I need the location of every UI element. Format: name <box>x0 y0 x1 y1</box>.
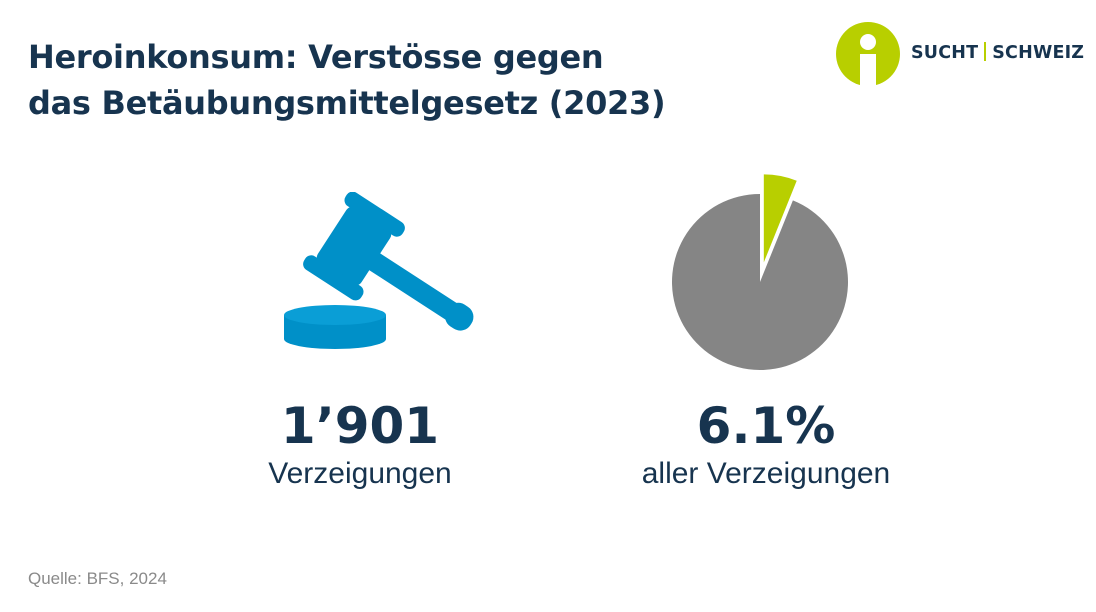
pie-slice-2 <box>672 194 848 370</box>
sucht-schweiz-logo: SUCHT SCHWEIZ <box>836 22 1086 88</box>
pie-chart-icon <box>672 174 848 370</box>
pie-slice-1 <box>763 174 797 263</box>
gavel-handle-grip <box>444 302 474 331</box>
logo-wordmark: SUCHT SCHWEIZ <box>911 41 1084 65</box>
stat-value-share: 6.1% <box>696 397 836 455</box>
gavel-icon <box>284 192 474 349</box>
gavel-head-cap-bottom <box>303 255 364 301</box>
title-line-1: Heroinkonsum: Verstösse gegen <box>28 38 604 76</box>
person-circle-logo-icon <box>836 22 900 86</box>
gavel-block-bottom <box>284 329 386 349</box>
gavel-block-top <box>284 305 386 325</box>
gavel-handle <box>365 252 463 323</box>
stat-value-complaints: 1’901 <box>280 397 440 455</box>
stat-label-share: aller Verzeigungen <box>641 457 891 490</box>
logo-text-right: SCHWEIZ <box>992 43 1085 63</box>
title-line-2: das Betäubungsmittelgesetz (2023) <box>28 84 666 122</box>
page-title: Heroinkonsum: Verstösse gegen das Betäub… <box>28 34 788 126</box>
stat-label-complaints: Verzeigungen <box>268 457 452 490</box>
gavel-head-cap-top <box>344 192 405 237</box>
logo-divider <box>984 42 987 61</box>
source-note: Quelle: BFS, 2024 <box>28 569 167 588</box>
gavel-head <box>316 206 392 286</box>
logo-text-left: SUCHT <box>911 43 979 63</box>
